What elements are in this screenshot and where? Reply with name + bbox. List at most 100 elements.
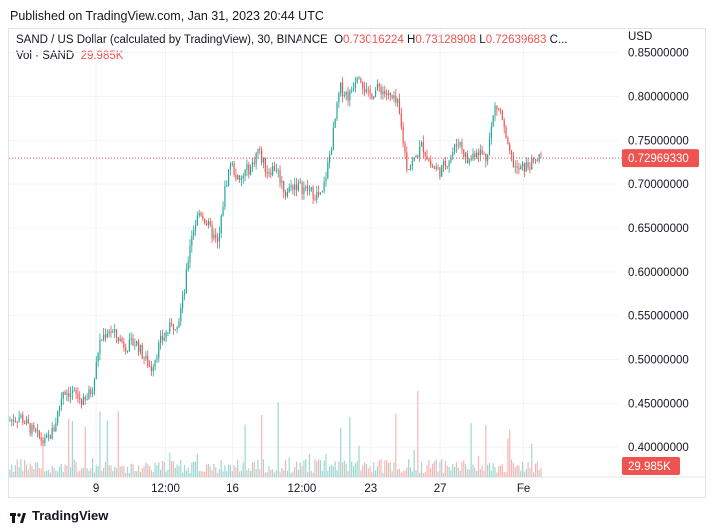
candle-body bbox=[450, 156, 452, 162]
y-tick-label: 0.85000000 bbox=[628, 48, 689, 60]
volume-bar bbox=[354, 463, 356, 477]
candle-body bbox=[341, 82, 344, 97]
volume-bar bbox=[384, 460, 386, 477]
volume-bar bbox=[501, 464, 503, 477]
x-tick-label: 23 bbox=[364, 483, 377, 495]
volume-bar bbox=[82, 467, 85, 477]
candle-body bbox=[270, 172, 272, 175]
y-tick-label: 0.55000000 bbox=[628, 311, 689, 323]
candle-body bbox=[106, 333, 108, 338]
tradingview-logo-icon bbox=[10, 511, 26, 523]
candle-body bbox=[218, 233, 220, 242]
candle-body bbox=[55, 423, 57, 432]
open-value: 0.73016224 bbox=[343, 34, 404, 46]
candle-body bbox=[9, 420, 11, 422]
volume-bar bbox=[46, 470, 48, 477]
candle-body bbox=[204, 218, 206, 224]
volume-bar bbox=[240, 470, 243, 477]
candle-body bbox=[259, 149, 261, 151]
high-value: 0.73128908 bbox=[415, 34, 477, 46]
candle-body bbox=[332, 127, 334, 150]
candle-body bbox=[176, 327, 178, 330]
candle-body bbox=[35, 428, 37, 432]
candle-body bbox=[251, 162, 254, 167]
volume-bar bbox=[167, 469, 169, 477]
candle-body bbox=[224, 185, 226, 207]
volume-bar bbox=[321, 470, 323, 477]
volume-bar bbox=[99, 411, 101, 477]
candle-body bbox=[463, 149, 465, 157]
volume-bar bbox=[24, 460, 26, 477]
volume-bar bbox=[336, 470, 338, 477]
candle-body bbox=[415, 155, 417, 158]
volume-bar bbox=[536, 461, 538, 477]
candle-body bbox=[505, 126, 507, 139]
volume-bar bbox=[523, 472, 526, 477]
candle-body bbox=[284, 192, 287, 197]
candle-body bbox=[158, 343, 160, 358]
candle-body bbox=[163, 337, 165, 341]
candle-body bbox=[398, 99, 401, 114]
volume-bar bbox=[492, 463, 494, 477]
volume-bar bbox=[533, 472, 535, 477]
volume-bar bbox=[540, 467, 542, 477]
candle-body bbox=[16, 421, 18, 423]
volume-bar bbox=[499, 465, 502, 477]
volume-bar bbox=[498, 466, 500, 477]
volume-bar bbox=[402, 471, 404, 477]
candle-body bbox=[316, 192, 318, 200]
candle-body bbox=[465, 153, 467, 157]
candle-body bbox=[356, 78, 358, 83]
candle-body bbox=[77, 393, 79, 398]
volume-bar bbox=[369, 466, 371, 477]
volume-bar bbox=[222, 471, 224, 477]
volume-bar bbox=[472, 464, 474, 477]
volume-bar bbox=[452, 464, 454, 477]
volume-bar bbox=[393, 462, 395, 477]
candle-body bbox=[125, 346, 127, 352]
y-tick-label: 0.70000000 bbox=[628, 179, 689, 191]
volume-bar bbox=[404, 470, 406, 477]
volume-bar bbox=[183, 464, 186, 477]
candle-body bbox=[510, 150, 513, 155]
volume-bar bbox=[483, 470, 485, 477]
volume-bar bbox=[229, 465, 232, 477]
volume-bar bbox=[510, 459, 513, 477]
candle-body bbox=[295, 184, 298, 191]
candle-body bbox=[222, 206, 224, 216]
candle-body bbox=[428, 159, 430, 161]
candle-body bbox=[319, 192, 322, 195]
volume-bar bbox=[512, 463, 514, 477]
candle-body bbox=[51, 427, 53, 439]
candle-body bbox=[182, 294, 184, 309]
candle-body bbox=[369, 89, 371, 94]
volume-bar bbox=[123, 466, 125, 477]
volume-bar bbox=[408, 459, 410, 477]
candle-body bbox=[402, 127, 404, 144]
candle-body bbox=[33, 425, 35, 429]
candle-body bbox=[455, 144, 458, 147]
volume-bar bbox=[538, 470, 540, 477]
volume-bar bbox=[428, 459, 430, 477]
volume-bar bbox=[187, 467, 189, 477]
candle-body bbox=[290, 185, 292, 188]
candle-body bbox=[305, 186, 307, 188]
volume-bar bbox=[97, 466, 99, 477]
volume-bar bbox=[415, 470, 417, 477]
candle-body bbox=[38, 430, 40, 438]
volume-bar bbox=[262, 459, 265, 477]
y-tick-label: 0.45000000 bbox=[628, 398, 689, 410]
candle-body bbox=[239, 175, 241, 180]
volume-bar bbox=[33, 469, 35, 477]
volume-bar bbox=[529, 468, 531, 477]
candle-body bbox=[86, 399, 88, 400]
volume-bar bbox=[367, 468, 369, 477]
x-tick-label: 27 bbox=[434, 483, 447, 495]
candle-body bbox=[490, 126, 492, 139]
candle-body bbox=[468, 159, 470, 163]
volume-bar bbox=[397, 469, 399, 477]
candle-body bbox=[378, 83, 380, 88]
volume-bar bbox=[398, 468, 401, 477]
volume-bar bbox=[424, 472, 426, 477]
